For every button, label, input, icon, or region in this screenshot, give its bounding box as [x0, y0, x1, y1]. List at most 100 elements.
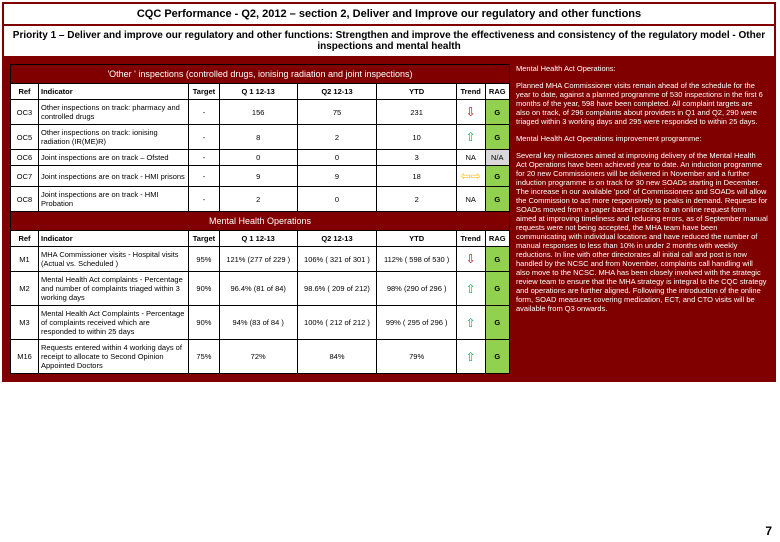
- cell-rag: G: [485, 100, 510, 125]
- side-para-1: Planned MHA Commissioner visits remain a…: [516, 81, 768, 126]
- cell-indicator: Mental Health Act complaints - Percentag…: [39, 272, 189, 306]
- cell-indicator: MHA Commissioner visits - Hospital visit…: [39, 247, 189, 272]
- cell-q2: 98.6% ( 209 of 212): [297, 272, 377, 306]
- cell-trend: ⇧: [456, 306, 485, 340]
- cell-rag: G: [485, 272, 510, 306]
- cell-q2: 0: [297, 187, 377, 212]
- cell-target: -: [189, 187, 220, 212]
- cell-q2: 100% ( 212 of 212 ): [297, 306, 377, 340]
- cell-target: 75%: [189, 340, 220, 374]
- col-q2: Q2 12-13: [297, 231, 377, 247]
- cell-trend: ⇧: [456, 272, 485, 306]
- cell-trend: NA: [456, 150, 485, 166]
- section1-header: 'Other ' inspections (controlled drugs, …: [11, 65, 510, 84]
- tables-column: 'Other ' inspections (controlled drugs, …: [10, 64, 510, 374]
- cell-rag: G: [485, 187, 510, 212]
- table-row: OC3Other inspections on track: pharmacy …: [11, 100, 510, 125]
- table-row: M3Mental Health Act Complaints - Percent…: [11, 306, 510, 340]
- cell-trend: ⇦⇨: [456, 166, 485, 187]
- side-para-2: Several key milestones aimed at improvin…: [516, 151, 768, 313]
- cell-trend: ⇧: [456, 125, 485, 150]
- cell-q2: 9: [297, 166, 377, 187]
- table-header-row: Ref Indicator Target Q 1 12-13 Q2 12-13 …: [11, 231, 510, 247]
- cell-ytd: 112% ( 598 of 530 ): [377, 247, 456, 272]
- cell-indicator: Mental Health Act Complaints - Percentag…: [39, 306, 189, 340]
- table-row: M16Requests entered within 4 working day…: [11, 340, 510, 374]
- main-content: 'Other ' inspections (controlled drugs, …: [4, 58, 774, 380]
- cell-trend: ⇩: [456, 247, 485, 272]
- cell-ytd: 3: [377, 150, 456, 166]
- arrow-up-icon: ⇧: [466, 350, 476, 364]
- cell-target: -: [189, 125, 220, 150]
- cell-ref: OC6: [11, 150, 39, 166]
- cell-trend: ⇧: [456, 340, 485, 374]
- cell-ytd: 98% (290 of 296 ): [377, 272, 456, 306]
- cell-ref: OC8: [11, 187, 39, 212]
- cell-ref: M16: [11, 340, 39, 374]
- cell-ref: M1: [11, 247, 39, 272]
- cell-ytd: 79%: [377, 340, 456, 374]
- page-title: CQC Performance - Q2, 2012 – section 2, …: [4, 4, 774, 26]
- cell-target: -: [189, 100, 220, 125]
- col-ytd: YTD: [377, 231, 456, 247]
- arrow-up-icon: ⇧: [466, 130, 476, 144]
- cell-ytd: 2: [377, 187, 456, 212]
- side-heading-2: Mental Health Act Operations improvement…: [516, 134, 768, 143]
- arrow-down-icon: ⇩: [466, 252, 476, 266]
- cell-q2: 84%: [297, 340, 377, 374]
- arrow-side-icon: ⇦⇨: [461, 169, 481, 183]
- cell-target: 90%: [189, 272, 220, 306]
- cell-q1: 94% (83 of 84 ): [219, 306, 297, 340]
- cell-trend: NA: [456, 187, 485, 212]
- priority-text: Priority 1 – Deliver and improve our reg…: [4, 26, 774, 58]
- cell-rag: G: [485, 306, 510, 340]
- arrow-down-icon: ⇩: [466, 105, 476, 119]
- cell-indicator: Joint inspections are on track – Ofsted: [39, 150, 189, 166]
- cell-q1: 9: [219, 166, 297, 187]
- col-rag: RAG: [485, 231, 510, 247]
- cell-rag: G: [485, 166, 510, 187]
- cell-q2: 75: [297, 100, 377, 125]
- cell-ytd: 231: [377, 100, 456, 125]
- col-trend: Trend: [456, 84, 485, 100]
- table-row: M2Mental Health Act complaints - Percent…: [11, 272, 510, 306]
- section2-header: Mental Health Operations: [11, 212, 510, 231]
- table-row: M1MHA Commissioner visits - Hospital vis…: [11, 247, 510, 272]
- cell-ref: OC5: [11, 125, 39, 150]
- cell-trend: ⇩: [456, 100, 485, 125]
- cell-ref: OC7: [11, 166, 39, 187]
- col-rag: RAG: [485, 84, 510, 100]
- cell-q1: 0: [219, 150, 297, 166]
- table-row: OC5Other inspections on track: ionising …: [11, 125, 510, 150]
- page-number: 7: [765, 524, 772, 538]
- table-row: OC6Joint inspections are on track – Ofst…: [11, 150, 510, 166]
- table-header-row: Ref Indicator Target Q 1 12-13 Q2 12-13 …: [11, 84, 510, 100]
- cell-rag: G: [485, 125, 510, 150]
- cell-indicator: Joint inspections are on track - HMI pri…: [39, 166, 189, 187]
- col-indicator: Indicator: [39, 231, 189, 247]
- col-q2: Q2 12-13: [297, 84, 377, 100]
- cell-ytd: 99% ( 295 of 296 ): [377, 306, 456, 340]
- col-indicator: Indicator: [39, 84, 189, 100]
- arrow-up-icon: ⇧: [466, 282, 476, 296]
- cell-rag: G: [485, 340, 510, 374]
- cell-q1: 121% (277 of 229 ): [219, 247, 297, 272]
- cell-target: -: [189, 150, 220, 166]
- cell-q2: 2: [297, 125, 377, 150]
- col-target: Target: [189, 84, 220, 100]
- cell-q1: 96.4% (81 of 84): [219, 272, 297, 306]
- cell-q1: 72%: [219, 340, 297, 374]
- cell-target: 90%: [189, 306, 220, 340]
- col-trend: Trend: [456, 231, 485, 247]
- cell-indicator: Requests entered within 4 working days o…: [39, 340, 189, 374]
- other-inspections-table: 'Other ' inspections (controlled drugs, …: [10, 64, 510, 374]
- cell-ref: M3: [11, 306, 39, 340]
- cell-ref: M2: [11, 272, 39, 306]
- cell-ytd: 10: [377, 125, 456, 150]
- cell-q2: 0: [297, 150, 377, 166]
- col-ref: Ref: [11, 84, 39, 100]
- cell-ref: OC3: [11, 100, 39, 125]
- cell-indicator: Other inspections on track: pharmacy and…: [39, 100, 189, 125]
- col-ref: Ref: [11, 231, 39, 247]
- cell-ytd: 18: [377, 166, 456, 187]
